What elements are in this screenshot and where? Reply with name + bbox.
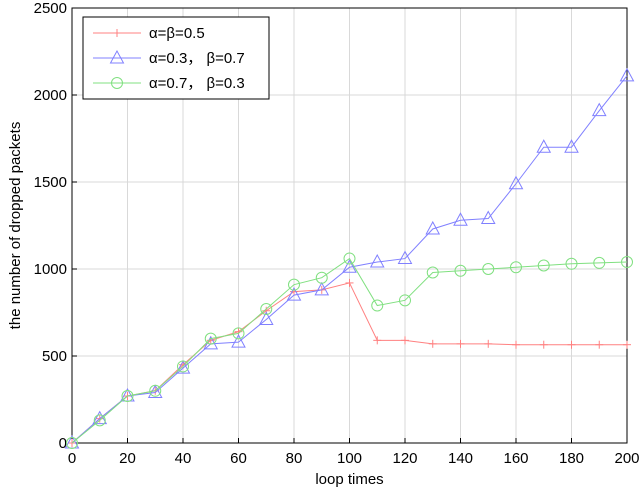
circle-marker (232, 327, 245, 340)
x-axis-label: loop times (315, 471, 383, 488)
circle-marker (93, 414, 106, 427)
triangle-marker (231, 334, 246, 348)
y-tick-label: 500 (42, 348, 67, 365)
circle-marker (593, 256, 606, 269)
triangle-marker (453, 212, 468, 226)
triangle-marker (342, 259, 357, 273)
circle-marker (399, 294, 411, 307)
triangle-marker (258, 311, 274, 325)
plus-marker (113, 29, 121, 37)
plus-marker (512, 340, 520, 349)
x-tick-label: 100 (337, 450, 362, 467)
series-line (71, 257, 628, 444)
y-tick-label: 1000 (34, 261, 67, 278)
triangle-marker (109, 49, 125, 64)
triangle-marker (425, 220, 441, 235)
plus-marker (567, 340, 576, 349)
series-line (71, 75, 628, 444)
circle-marker (121, 390, 134, 403)
circle-marker (204, 332, 217, 345)
triangle-marker (314, 281, 330, 296)
circle-marker (621, 256, 633, 269)
y-tick-label: 0 (59, 435, 67, 452)
plus-marker (401, 336, 409, 345)
circle-marker (371, 299, 384, 312)
triangle-marker (369, 253, 385, 268)
circle-marker (315, 271, 328, 284)
circle-marker (288, 278, 300, 291)
circle-marker (426, 266, 439, 279)
circle-marker (537, 259, 550, 272)
circle-marker (177, 360, 189, 373)
plus-marker (345, 278, 354, 287)
axis-ticks: 0 20 40 60 80 100 120 140 160 180 2000500100015002… (34, 0, 640, 467)
plus-marker (623, 340, 631, 349)
x-tick-label: 80 (286, 450, 303, 467)
triangle-marker (536, 139, 552, 153)
triangle-marker (175, 360, 191, 374)
y-tick-label: 1500 (34, 174, 67, 191)
x-tick-label: 0 (68, 450, 76, 467)
plus-marker (539, 340, 548, 349)
plus-marker (456, 339, 465, 348)
series-triangle (64, 67, 635, 449)
legend-entry: α=β=0.5 (93, 25, 205, 42)
triangle-marker (619, 67, 635, 82)
y-tick-label: 2500 (34, 0, 67, 17)
triangle-marker (508, 175, 524, 190)
plus-marker (595, 340, 604, 349)
x-tick-label: 180 (559, 450, 584, 467)
series-group (64, 67, 635, 449)
legend-entry: α=0.3， β=0.7 (93, 49, 245, 67)
legend-label: α=0.7， β=0.3 (149, 75, 245, 92)
legend-label: α=0.3， β=0.7 (149, 50, 245, 67)
circle-marker (565, 257, 578, 270)
x-tick-label: 160 (503, 450, 528, 467)
legend-entry: α=0.7， β=0.3 (93, 75, 245, 92)
circle-marker (343, 252, 356, 265)
x-tick-label: 20 (119, 450, 136, 467)
x-tick-label: 40 (175, 450, 192, 467)
plus-marker (428, 339, 437, 348)
x-tick-label: 120 (392, 450, 417, 467)
triangle-marker (286, 287, 302, 301)
circle-marker (260, 303, 273, 316)
legend: α=β=0.5 α=0.3， β=0.7 α=0.7， β=0.3 (82, 16, 270, 100)
circle-marker (149, 384, 162, 397)
y-tick-label: 2000 (34, 87, 67, 104)
circle-marker (510, 261, 522, 274)
plus-marker (373, 336, 382, 345)
triangle-marker (591, 102, 607, 117)
triangle-marker (480, 210, 496, 225)
x-tick-label: 140 (448, 450, 473, 467)
plus-marker (484, 339, 493, 348)
x-tick-label: 200 (614, 450, 639, 467)
circle-marker (66, 437, 78, 449)
circle-marker (454, 264, 467, 277)
triangle-marker (564, 139, 579, 153)
legend-label: α=β=0.5 (149, 25, 205, 42)
circle-marker (111, 77, 123, 89)
x-tick-label: 60 (230, 450, 247, 467)
triangle-marker (397, 250, 413, 265)
circle-marker (482, 263, 495, 275)
y-axis-label: the number of dropped packets (7, 122, 24, 330)
series-circle (66, 252, 633, 449)
